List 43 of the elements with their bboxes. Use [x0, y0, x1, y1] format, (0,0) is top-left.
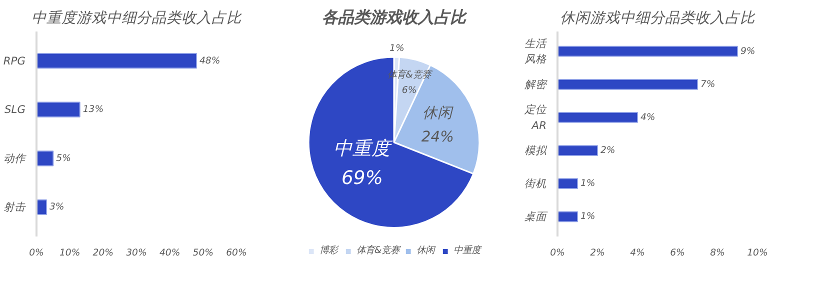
y-tick-label: 生活风格 — [524, 37, 548, 66]
data-label: 1% — [390, 43, 404, 54]
x-tick-label: 20% — [92, 248, 114, 258]
x-tick-label: 30% — [126, 248, 148, 258]
y-tick-label: 街机 — [524, 177, 546, 190]
y-tick-label: SLG — [4, 103, 26, 116]
chart-title: 休闲游戏中细分品类收入占比 — [560, 10, 756, 26]
y-tick-label: RPG — [3, 54, 26, 68]
x-tick-label: 6% — [670, 248, 686, 258]
legend-label: 体育&竞赛 — [356, 244, 400, 257]
y-tick-label: 桌面 — [524, 210, 548, 224]
x-tick-label: 4% — [630, 248, 646, 258]
legend-label: 休闲 — [416, 244, 436, 257]
data-label: 中重度 69% — [334, 138, 394, 190]
x-tick-label: 60% — [226, 248, 248, 258]
x-tick-label: 0% — [550, 248, 566, 258]
data-label: 48% — [200, 55, 220, 66]
data-label: 2% — [600, 145, 616, 156]
data-label: 7% — [700, 78, 716, 90]
data-label: 9% — [740, 46, 756, 57]
x-tick-label: 40% — [159, 248, 180, 258]
x-tick-label: 2% — [590, 248, 606, 258]
x-tick-label: 8% — [710, 248, 726, 258]
x-tick-label: 10% — [59, 248, 80, 258]
data-label: 休闲 24% — [421, 104, 454, 146]
chart-title: 中重度游戏中细分品类收入占比 — [32, 10, 242, 26]
legend-label: 博彩 — [319, 244, 340, 257]
y-tick-label: 动作 — [4, 152, 26, 165]
data-label: 13% — [82, 104, 104, 116]
y-tick-label: 定位AR — [524, 103, 548, 132]
legend-label: 中重度 — [454, 244, 481, 257]
x-tick-label: 0% — [29, 248, 44, 258]
x-tick-label: 10% — [747, 248, 768, 258]
data-label: 1% — [580, 211, 596, 222]
data-label: 5% — [56, 152, 72, 164]
data-label: 3% — [50, 202, 64, 213]
y-tick-label: 模拟 — [524, 144, 548, 158]
y-tick-label: 解密 — [524, 78, 548, 91]
data-label: 4% — [640, 112, 656, 123]
chart-title: 各品类游戏收入占比 — [322, 8, 468, 26]
y-tick-label: 射击 — [4, 200, 26, 214]
x-tick-label: 50% — [192, 248, 214, 258]
data-label: 1% — [580, 178, 596, 190]
